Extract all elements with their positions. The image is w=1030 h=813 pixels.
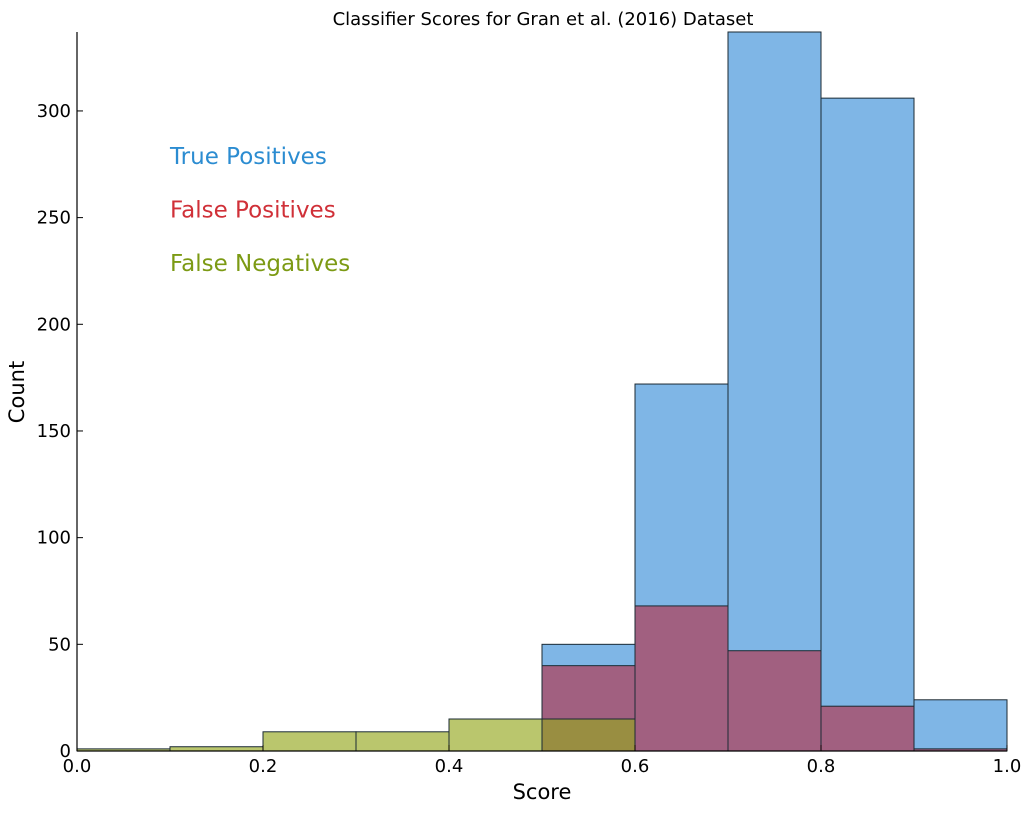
legend-true-positives: True Positives bbox=[169, 144, 327, 170]
false-negatives-bar bbox=[448, 718, 543, 752]
legend-false-positives: False Positives bbox=[170, 198, 336, 224]
x-tick-label: 0.0 bbox=[63, 756, 92, 777]
x-axis-ticks: 0.0 0.2 0.4 0.6 0.8 1.0 bbox=[63, 745, 1022, 777]
x-axis-label: Score bbox=[513, 780, 572, 804]
y-tick-label: 150 bbox=[37, 421, 71, 442]
false-positives-bar bbox=[634, 605, 729, 752]
x-tick-label: 1.0 bbox=[993, 756, 1022, 777]
y-tick-label: 300 bbox=[37, 101, 71, 122]
true-positives-bar bbox=[913, 699, 1008, 752]
x-tick-label: 0.6 bbox=[621, 756, 650, 777]
false-negatives-bar bbox=[355, 731, 450, 752]
y-tick-label: 200 bbox=[37, 314, 71, 335]
legend: True Positives False Positives False Negat… bbox=[169, 144, 350, 277]
true-positives-bar bbox=[820, 97, 915, 752]
y-axis-label: Count bbox=[5, 361, 29, 423]
x-tick-label: 0.2 bbox=[249, 756, 278, 777]
legend-false-negatives: False Negatives bbox=[170, 251, 350, 277]
x-tick-label: 0.8 bbox=[807, 756, 836, 777]
y-tick-label: 0 bbox=[60, 741, 71, 762]
chart-title: Classifier Scores for Gran et al. (2016)… bbox=[333, 9, 754, 30]
histogram-bars bbox=[76, 31, 1008, 752]
y-tick-label: 50 bbox=[48, 634, 71, 655]
axes bbox=[76, 32, 1007, 752]
y-tick-label: 250 bbox=[37, 208, 71, 229]
false-positives-bar bbox=[727, 650, 822, 752]
false-negatives-bar bbox=[541, 718, 636, 752]
x-tick-label: 0.4 bbox=[435, 756, 464, 777]
false-negatives-bar bbox=[169, 746, 264, 752]
y-axis-ticks: 0 50 100 150 200 250 300 bbox=[37, 101, 83, 762]
false-positives-bar bbox=[820, 705, 915, 752]
true-positives-bar bbox=[727, 31, 822, 752]
false-negatives-bar bbox=[262, 731, 357, 752]
y-tick-label: 100 bbox=[37, 528, 71, 549]
